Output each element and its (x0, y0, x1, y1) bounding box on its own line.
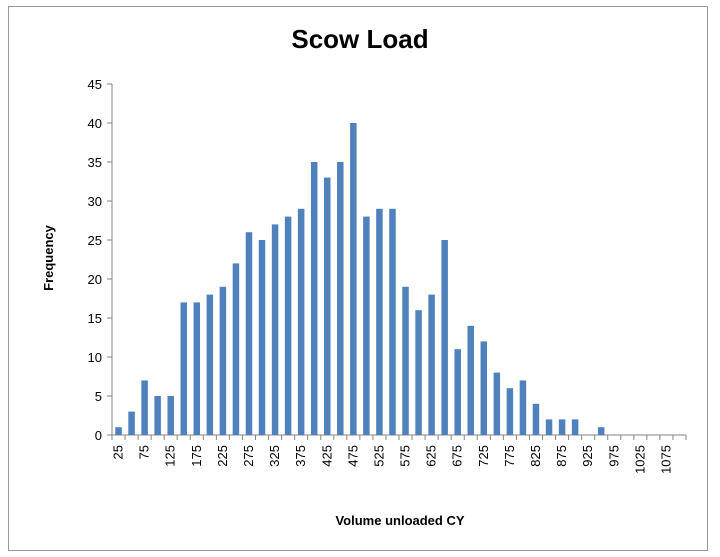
x-tick-label: 925 (580, 445, 595, 467)
bar-25 (115, 427, 122, 435)
bar-800 (519, 380, 527, 435)
bar-700 (467, 325, 474, 435)
y-tick-label: 35 (88, 155, 102, 170)
bar-675 (454, 349, 461, 435)
y-tick-label: 15 (88, 311, 102, 326)
y-tick-label: 10 (88, 350, 102, 365)
bar-250 (232, 263, 240, 435)
x-tick-label: 175 (189, 445, 204, 467)
bar-775 (506, 388, 514, 435)
x-axis-title: Volume unloaded CY (335, 513, 464, 528)
chart-area (8, 6, 708, 551)
y-tick-label: 45 (88, 77, 102, 92)
bar-875 (558, 419, 566, 435)
bar-50 (128, 411, 135, 435)
chart-title: Scow Load (291, 24, 428, 54)
x-tick-label: 575 (398, 445, 413, 467)
x-tick-label: 475 (345, 445, 360, 467)
x-tick-label: 125 (163, 445, 178, 467)
bar-500 (363, 216, 370, 435)
bar-725 (480, 341, 488, 435)
x-tick-label: 75 (137, 445, 152, 459)
y-tick-label: 40 (88, 116, 102, 131)
bar-175 (193, 302, 201, 435)
x-tick-label: 875 (554, 445, 569, 467)
bar-950 (597, 427, 605, 435)
bar-400 (310, 162, 318, 435)
bar-325 (271, 224, 279, 435)
bar-100 (154, 396, 161, 435)
y-axis: 0 5 10 15 20 25 30 35 40 45 (88, 77, 113, 443)
x-tick-label: 375 (293, 445, 308, 467)
bar-625 (428, 294, 435, 435)
x-tick-label: 1075 (658, 445, 673, 474)
y-axis-title: Frequency (41, 224, 56, 291)
x-tick-label: 1025 (632, 445, 647, 474)
bar-375 (297, 208, 305, 435)
x-tick-label: 425 (319, 445, 334, 467)
x-tick-label: 275 (241, 445, 256, 467)
bar-350 (284, 216, 292, 435)
bar-900 (571, 419, 579, 435)
y-tick-label: 30 (88, 194, 102, 209)
y-tick-label: 25 (88, 233, 102, 248)
bar-600 (415, 310, 422, 435)
bar-750 (493, 372, 501, 435)
y-tick-label: 0 (95, 428, 102, 443)
bar-475 (350, 123, 357, 435)
x-tick-label: 675 (450, 445, 465, 467)
y-tick-label: 5 (95, 389, 102, 404)
bar-850 (545, 419, 553, 435)
bar-series (115, 123, 605, 435)
x-tick-label: 725 (476, 445, 491, 467)
bar-75 (141, 380, 148, 435)
x-tick-label: 825 (528, 445, 543, 467)
bar-225 (219, 286, 227, 435)
x-tick-label: 625 (424, 445, 439, 467)
bar-575 (402, 286, 409, 435)
x-tick-label: 325 (267, 445, 282, 467)
bar-425 (324, 177, 331, 435)
x-axis: 25 75 125 175 225 275 325 375 425 475 525 575 625 675… (111, 434, 687, 474)
x-tick-label: 25 (111, 445, 126, 459)
bar-825 (532, 403, 540, 435)
bar-450 (337, 162, 344, 435)
bar-300 (258, 240, 266, 435)
x-tick-label: 975 (606, 445, 621, 467)
bar-650 (441, 240, 448, 435)
bar-275 (245, 232, 253, 435)
bar-200 (206, 294, 214, 435)
bar-550 (389, 208, 396, 435)
y-tick-label: 20 (88, 272, 102, 287)
x-tick-label: 525 (371, 445, 386, 467)
bar-150 (180, 302, 187, 435)
x-tick-label: 225 (215, 445, 230, 467)
bar-525 (376, 208, 383, 435)
x-tick-label: 775 (502, 445, 517, 467)
bar-125 (167, 396, 174, 435)
